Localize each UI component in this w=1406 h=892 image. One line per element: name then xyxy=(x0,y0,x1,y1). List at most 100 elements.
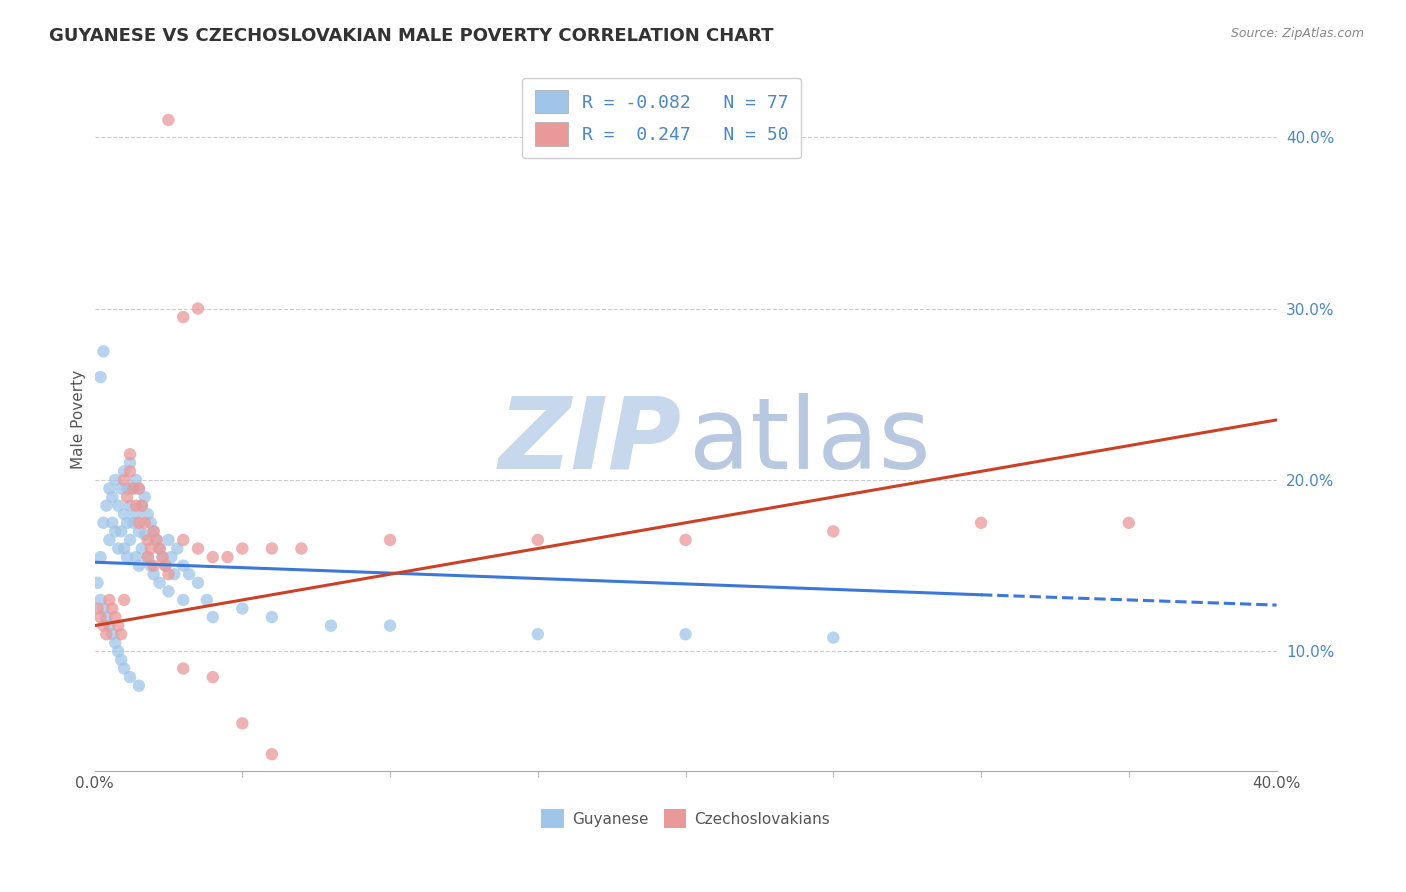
Point xyxy=(98,533,121,547)
Point xyxy=(98,482,121,496)
Point xyxy=(107,618,129,632)
Text: Source: ZipAtlas.com: Source: ZipAtlas.com xyxy=(1230,27,1364,40)
Point xyxy=(155,558,177,573)
Point xyxy=(145,533,167,547)
Point xyxy=(675,533,697,547)
Point xyxy=(112,661,135,675)
Text: atlas: atlas xyxy=(689,392,931,490)
Point xyxy=(110,653,132,667)
Point xyxy=(134,528,156,542)
Point xyxy=(125,499,148,513)
Point xyxy=(112,593,135,607)
Point xyxy=(823,524,845,539)
Point xyxy=(131,499,153,513)
Point xyxy=(131,541,153,556)
Point xyxy=(118,499,141,513)
Point xyxy=(187,575,209,590)
Point xyxy=(89,370,111,384)
Point xyxy=(128,482,150,496)
Point xyxy=(128,679,150,693)
Point xyxy=(179,567,201,582)
Point xyxy=(260,610,283,624)
Point xyxy=(110,524,132,539)
Point xyxy=(93,618,115,632)
Point xyxy=(107,644,129,658)
Point xyxy=(125,473,148,487)
Point xyxy=(152,550,174,565)
Point xyxy=(149,541,172,556)
Point xyxy=(157,584,180,599)
Point xyxy=(260,747,283,762)
Point xyxy=(115,516,138,530)
Point xyxy=(136,507,159,521)
Point xyxy=(110,627,132,641)
Point xyxy=(107,541,129,556)
Point xyxy=(110,482,132,496)
Point xyxy=(118,670,141,684)
Point xyxy=(125,550,148,565)
Point xyxy=(107,499,129,513)
Point xyxy=(136,550,159,565)
Point xyxy=(115,490,138,504)
Point xyxy=(89,550,111,565)
Point xyxy=(139,516,162,530)
Point xyxy=(231,541,253,556)
Legend: Guyanese, Czechoslovakians: Guyanese, Czechoslovakians xyxy=(536,803,837,834)
Point xyxy=(125,507,148,521)
Point xyxy=(128,482,150,496)
Point xyxy=(155,558,177,573)
Point xyxy=(101,490,124,504)
Point xyxy=(378,533,401,547)
Point xyxy=(98,593,121,607)
Point xyxy=(378,618,401,632)
Point xyxy=(142,524,165,539)
Point xyxy=(86,601,108,615)
Point xyxy=(157,533,180,547)
Point xyxy=(195,593,218,607)
Point xyxy=(201,550,224,565)
Point xyxy=(101,601,124,615)
Point xyxy=(112,473,135,487)
Point xyxy=(118,533,141,547)
Point xyxy=(201,670,224,684)
Point xyxy=(136,533,159,547)
Point xyxy=(128,524,150,539)
Point xyxy=(319,618,342,632)
Point xyxy=(86,575,108,590)
Point xyxy=(142,567,165,582)
Point xyxy=(104,636,127,650)
Point xyxy=(122,516,145,530)
Point xyxy=(157,567,180,582)
Point xyxy=(96,627,118,641)
Point xyxy=(142,524,165,539)
Point xyxy=(128,558,150,573)
Point xyxy=(118,464,141,478)
Point xyxy=(122,482,145,496)
Point xyxy=(89,610,111,624)
Point xyxy=(157,112,180,127)
Point xyxy=(823,631,845,645)
Point xyxy=(152,550,174,565)
Point xyxy=(231,601,253,615)
Point xyxy=(160,550,183,565)
Point xyxy=(115,550,138,565)
Point xyxy=(187,541,209,556)
Point xyxy=(104,473,127,487)
Point xyxy=(675,627,697,641)
Point xyxy=(1118,516,1140,530)
Point xyxy=(139,541,162,556)
Point xyxy=(134,516,156,530)
Point xyxy=(172,661,194,675)
Point xyxy=(290,541,312,556)
Point xyxy=(112,464,135,478)
Point xyxy=(172,593,194,607)
Point xyxy=(187,301,209,316)
Text: ZIP: ZIP xyxy=(499,392,682,490)
Point xyxy=(115,482,138,496)
Point xyxy=(93,516,115,530)
Point xyxy=(527,533,550,547)
Point xyxy=(104,524,127,539)
Point xyxy=(98,618,121,632)
Point xyxy=(101,627,124,641)
Point xyxy=(134,490,156,504)
